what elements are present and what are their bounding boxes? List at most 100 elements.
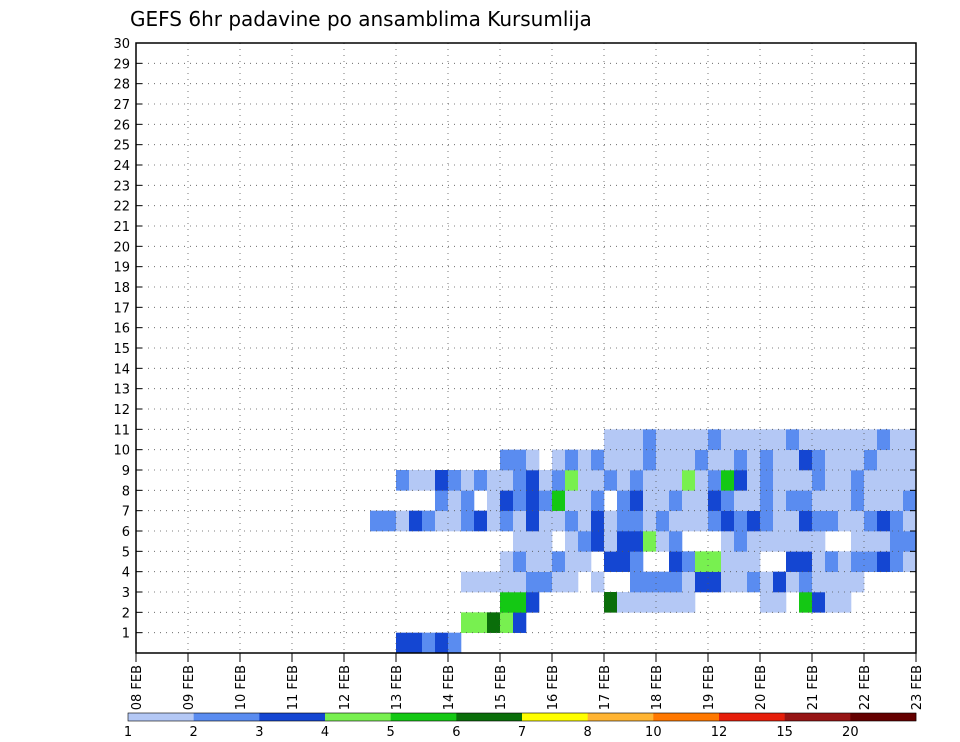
- y-tick-label: 19: [113, 261, 130, 276]
- heatmap-cell: [500, 490, 514, 511]
- heatmap-cell: [630, 490, 644, 511]
- heatmap-cell: [812, 531, 826, 552]
- heatmap-cell: [435, 470, 449, 491]
- heatmap-cell: [682, 470, 696, 491]
- heatmap-cell: [890, 551, 904, 572]
- heatmap-cell: [903, 531, 917, 552]
- colorbar-label: 20: [842, 725, 859, 740]
- colorbar: 1 2 3 4 5 6 7 8 10 12 15 20: [124, 712, 917, 740]
- heatmap-cell: [812, 551, 826, 572]
- y-tick-label: 4: [122, 566, 130, 581]
- heatmap-cell: [630, 592, 644, 613]
- heatmap-cell: [604, 429, 618, 450]
- heatmap-cell: [786, 510, 800, 532]
- heatmap-cell: [773, 470, 787, 491]
- heatmap-cell: [682, 490, 696, 511]
- heatmap-cell: [513, 449, 527, 471]
- heatmap-cell: [396, 632, 410, 654]
- colorbar-label: 8: [584, 725, 592, 740]
- heatmap-cell: [617, 470, 631, 491]
- heatmap-cell: [474, 612, 488, 633]
- heatmap-cell: [812, 490, 826, 511]
- colorbar-label: 4: [321, 725, 329, 740]
- heatmap-cell: [877, 449, 891, 471]
- heatmap-cell: [825, 510, 839, 532]
- heatmap-cell: [838, 470, 852, 491]
- heatmap-cell: [773, 490, 787, 511]
- heatmap-cell: [708, 510, 722, 532]
- y-tick-label: 3: [122, 586, 130, 601]
- heatmap-cell: [812, 571, 826, 593]
- heatmap-cell: [721, 531, 735, 552]
- heatmap-cell: [552, 551, 566, 572]
- heatmap-cell: [669, 531, 683, 552]
- heatmap-cell: [773, 429, 787, 450]
- heatmap-cell: [786, 490, 800, 511]
- heatmap-cell: [773, 592, 787, 613]
- heatmap-cell: [877, 470, 891, 491]
- heatmap-cell: [370, 510, 384, 532]
- heatmap-cell: [591, 490, 605, 511]
- heatmap-cell: [617, 592, 631, 613]
- heatmap-cell: [786, 531, 800, 552]
- heatmap-cell: [838, 510, 852, 532]
- y-tick-label: 6: [122, 525, 130, 540]
- heatmap-cell: [656, 429, 670, 450]
- heatmap-cell: [708, 571, 722, 593]
- heatmap-cell: [786, 470, 800, 491]
- y-tick-label: 21: [113, 220, 130, 235]
- heatmap-cell: [617, 429, 631, 450]
- plot-frame: [135, 42, 917, 654]
- heatmap-cell: [500, 592, 514, 613]
- heatmap-cell: [721, 510, 735, 532]
- heatmap-cell: [604, 510, 618, 532]
- heatmap-cell: [500, 510, 514, 532]
- heatmap-cell: [682, 571, 696, 593]
- colorbar-label: 3: [255, 725, 263, 740]
- heatmap-cell: [513, 510, 527, 532]
- y-tick-label: 12: [113, 403, 130, 418]
- y-tick-label: 16: [113, 322, 130, 337]
- heatmap-cell: [513, 551, 527, 572]
- heatmap-cell: [630, 531, 644, 552]
- x-tick-label: 09 FEB: [182, 665, 197, 710]
- heatmap-cell: [825, 429, 839, 450]
- heatmap-cell: [409, 470, 423, 491]
- heatmap-cell: [812, 449, 826, 471]
- y-tick-label: 2: [122, 606, 130, 621]
- heatmap-cell: [565, 470, 579, 491]
- colorbar-label: 15: [776, 725, 793, 740]
- heatmap-cell: [487, 470, 501, 491]
- heatmap-cell: [409, 632, 423, 654]
- heatmap-cell: [760, 470, 774, 491]
- heatmap-cell: [682, 551, 696, 572]
- colorbar-swatch: [456, 713, 523, 721]
- heatmap-cell: [747, 449, 761, 471]
- heatmap-cell: [617, 510, 631, 532]
- heatmap-cell: [630, 551, 644, 572]
- heatmap-cell: [396, 510, 410, 532]
- y-tick-label: 5: [122, 545, 130, 560]
- heatmap-cell: [708, 470, 722, 491]
- y-tick-label: 18: [113, 281, 130, 296]
- heatmap-cell: [734, 531, 748, 552]
- heatmap-cell: [760, 531, 774, 552]
- heatmap-cell: [838, 592, 852, 613]
- heatmap-cell: [682, 510, 696, 532]
- colorbar-swatch: [784, 713, 851, 721]
- heatmap-cell: [682, 449, 696, 471]
- heatmap-cell: [864, 429, 878, 450]
- heatmap-cell: [799, 449, 813, 471]
- heatmap-cell: [513, 470, 527, 491]
- heatmap-cell: [851, 449, 865, 471]
- heatmap-cell: [643, 592, 657, 613]
- heatmap-cell: [617, 490, 631, 511]
- heatmap-cell: [747, 470, 761, 491]
- heatmap-cell: [656, 592, 670, 613]
- heatmap-cell: [838, 551, 852, 572]
- colorbar-swatch: [653, 713, 720, 721]
- heatmap-cell: [708, 490, 722, 511]
- heatmap-cell: [487, 571, 501, 593]
- heatmap-cell: [708, 449, 722, 471]
- y-tick-label: 20: [113, 240, 130, 255]
